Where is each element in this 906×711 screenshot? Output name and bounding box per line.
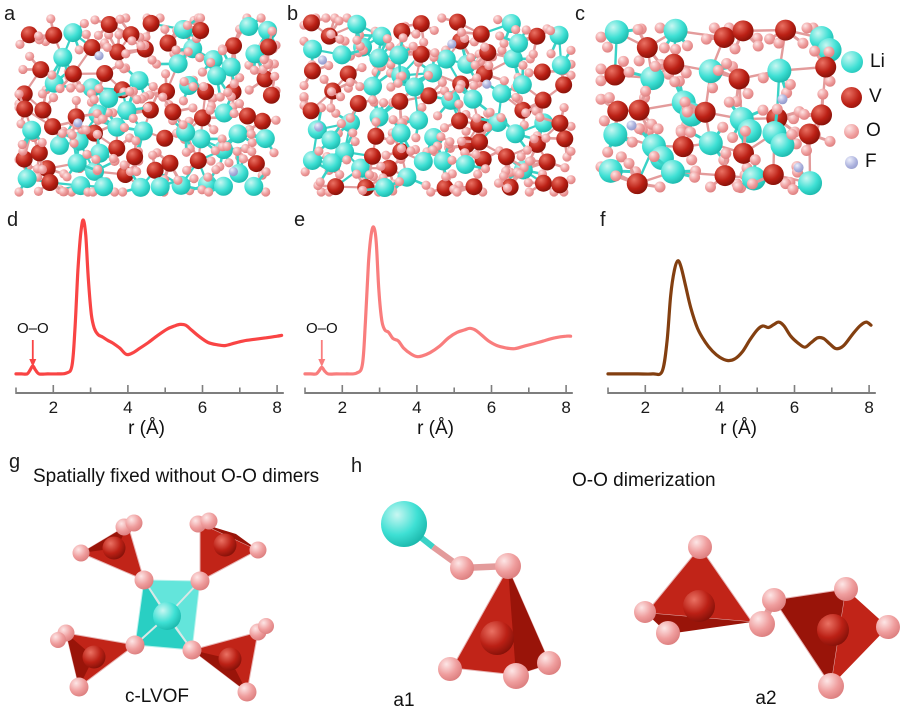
clvof-structure <box>50 512 274 702</box>
caption-a2: a2 <box>755 688 777 709</box>
vo4-tetrahedron-lower-left <box>50 624 137 697</box>
o-atom <box>495 553 521 579</box>
v-atom <box>213 533 237 557</box>
vo4-tetrahedron-right <box>773 577 900 699</box>
panel-label-g: g <box>9 451 21 473</box>
oo-annotation-arrow <box>29 359 37 367</box>
o-atom <box>762 588 786 612</box>
x-tick-label: 6 <box>790 398 799 417</box>
o-atom-icon <box>844 123 859 139</box>
panel-label-c: c <box>575 3 585 25</box>
vo4-tetrahedron-upper-right <box>189 512 267 582</box>
a2-structure <box>634 535 900 699</box>
x-tick-label: 6 <box>487 398 496 417</box>
structure-snapshot-c <box>595 18 842 196</box>
oo-annotation-label: O–O <box>17 320 49 337</box>
vo4-tetrahedron <box>438 566 561 689</box>
li-atom-icon <box>841 51 863 73</box>
legend-label: F <box>865 151 877 172</box>
legend-item-o: O <box>844 120 881 142</box>
panel-label-a: a <box>4 3 16 25</box>
structure-snapshot-a <box>14 13 281 197</box>
v-atom <box>683 590 715 622</box>
x-axis-label: r (Å) <box>128 418 165 439</box>
rdf-chart-e: 2 4 6 8 r (Å) O–O <box>303 225 573 439</box>
caption-clvof: c-LVOF <box>124 686 190 707</box>
v-atom <box>218 647 242 671</box>
x-axis-label: r (Å) <box>417 418 454 439</box>
x-tick-label: 8 <box>272 398 281 417</box>
x-axis-label: r (Å) <box>720 418 757 439</box>
x-tick-label: 4 <box>412 398 421 417</box>
legend-label: O <box>866 120 881 141</box>
rdf-chart-f: 2 4 6 8 r (Å) <box>606 259 876 439</box>
panel-h-title: O-O dimerization <box>572 470 716 491</box>
li-atom <box>381 501 427 547</box>
gofr-curve <box>303 225 573 376</box>
v-atom <box>102 536 126 560</box>
vo4-tetrahedron-upper-left <box>72 514 145 581</box>
rdf-chart-d: 2 4 6 8 r (Å) O–O <box>14 218 284 439</box>
panel-label-e: e <box>294 209 306 231</box>
caption-a1: a1 <box>393 690 415 711</box>
gofr-curve <box>606 259 873 377</box>
panel-label-d: d <box>7 209 19 231</box>
panel-label-h: h <box>351 455 363 477</box>
o-atom <box>450 556 474 580</box>
oo-annotation-arrow <box>318 359 326 367</box>
legend-item-li: Li <box>841 51 885 73</box>
lio4-octahedron <box>125 570 210 660</box>
panel-g-title: Spatially fixed without O-O dimers <box>33 466 320 487</box>
x-tick-label: 2 <box>49 398 58 417</box>
vo4-tetrahedron-left <box>634 535 754 645</box>
f-atom-icon <box>845 155 858 169</box>
oo-annotation-label: O–O <box>306 320 338 337</box>
li-atom <box>153 602 181 630</box>
x-tick-label: 2 <box>338 398 347 417</box>
x-tick-label: 8 <box>864 398 873 417</box>
v-atom-icon <box>841 86 862 108</box>
v-atom <box>82 645 106 669</box>
legend-label: Li <box>870 51 885 72</box>
structure-snapshot-b <box>299 13 576 198</box>
v-atom <box>817 614 849 646</box>
x-tick-label: 2 <box>641 398 650 417</box>
vo4-tetrahedron-lower-right <box>190 618 274 702</box>
legend-item-f: F <box>845 151 877 173</box>
x-tick-label: 4 <box>715 398 724 417</box>
x-tick-label: 6 <box>198 398 207 417</box>
legend-item-v: V <box>841 86 882 108</box>
legend-label: V <box>869 86 882 107</box>
o-atom <box>749 611 775 637</box>
x-tick-label: 4 <box>123 398 132 417</box>
panel-label-b: b <box>287 3 299 25</box>
gofr-curve <box>14 218 284 376</box>
panel-label-f: f <box>600 209 606 231</box>
v-atom <box>480 621 514 655</box>
a1-structure <box>381 501 561 689</box>
x-tick-label: 8 <box>561 398 570 417</box>
